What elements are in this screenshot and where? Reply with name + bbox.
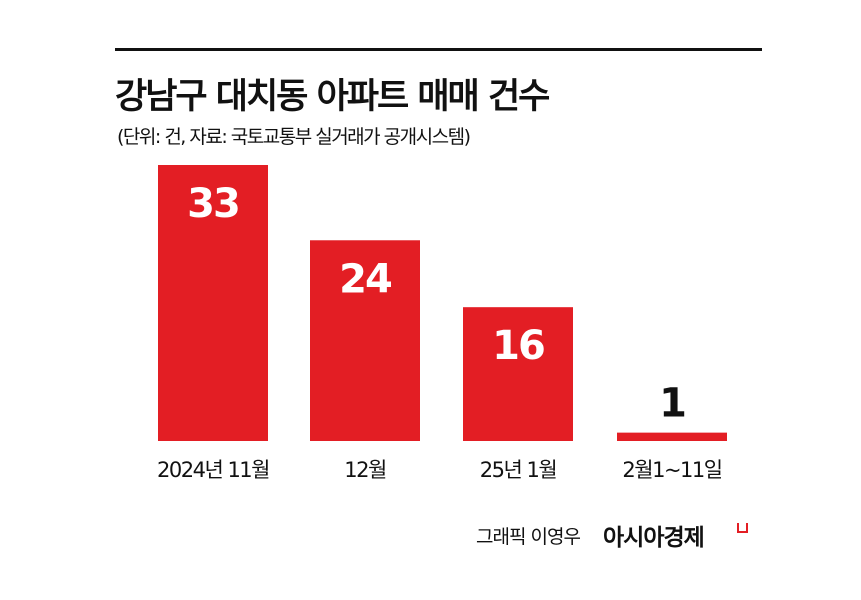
x-tick-label: 25년 1월 xyxy=(480,458,557,482)
x-tick-label: 2월1~11일 xyxy=(622,458,721,482)
top-rule xyxy=(115,48,762,51)
brand-logo: 아시아경제 xyxy=(603,525,705,551)
x-tick-label: 12월 xyxy=(344,458,386,482)
x-tick-label: 2024년 11월 xyxy=(157,458,269,482)
chart-title: 강남구 대치동 아파트 매매 건수 xyxy=(115,77,550,117)
bar xyxy=(617,432,727,441)
bar xyxy=(158,165,268,441)
data-label: 1 xyxy=(659,381,685,427)
data-label: 24 xyxy=(339,256,391,302)
chart-subtitle: (단위: 건, 자료: 국토교통부 실거래가 공개시스템) xyxy=(117,126,471,148)
data-label: 33 xyxy=(187,181,239,227)
data-label: 16 xyxy=(492,323,544,369)
brand-mark-icon xyxy=(737,523,748,533)
graphic-credit: 그래픽 이영우 xyxy=(476,526,581,548)
bar xyxy=(310,240,420,441)
bar xyxy=(463,307,573,441)
